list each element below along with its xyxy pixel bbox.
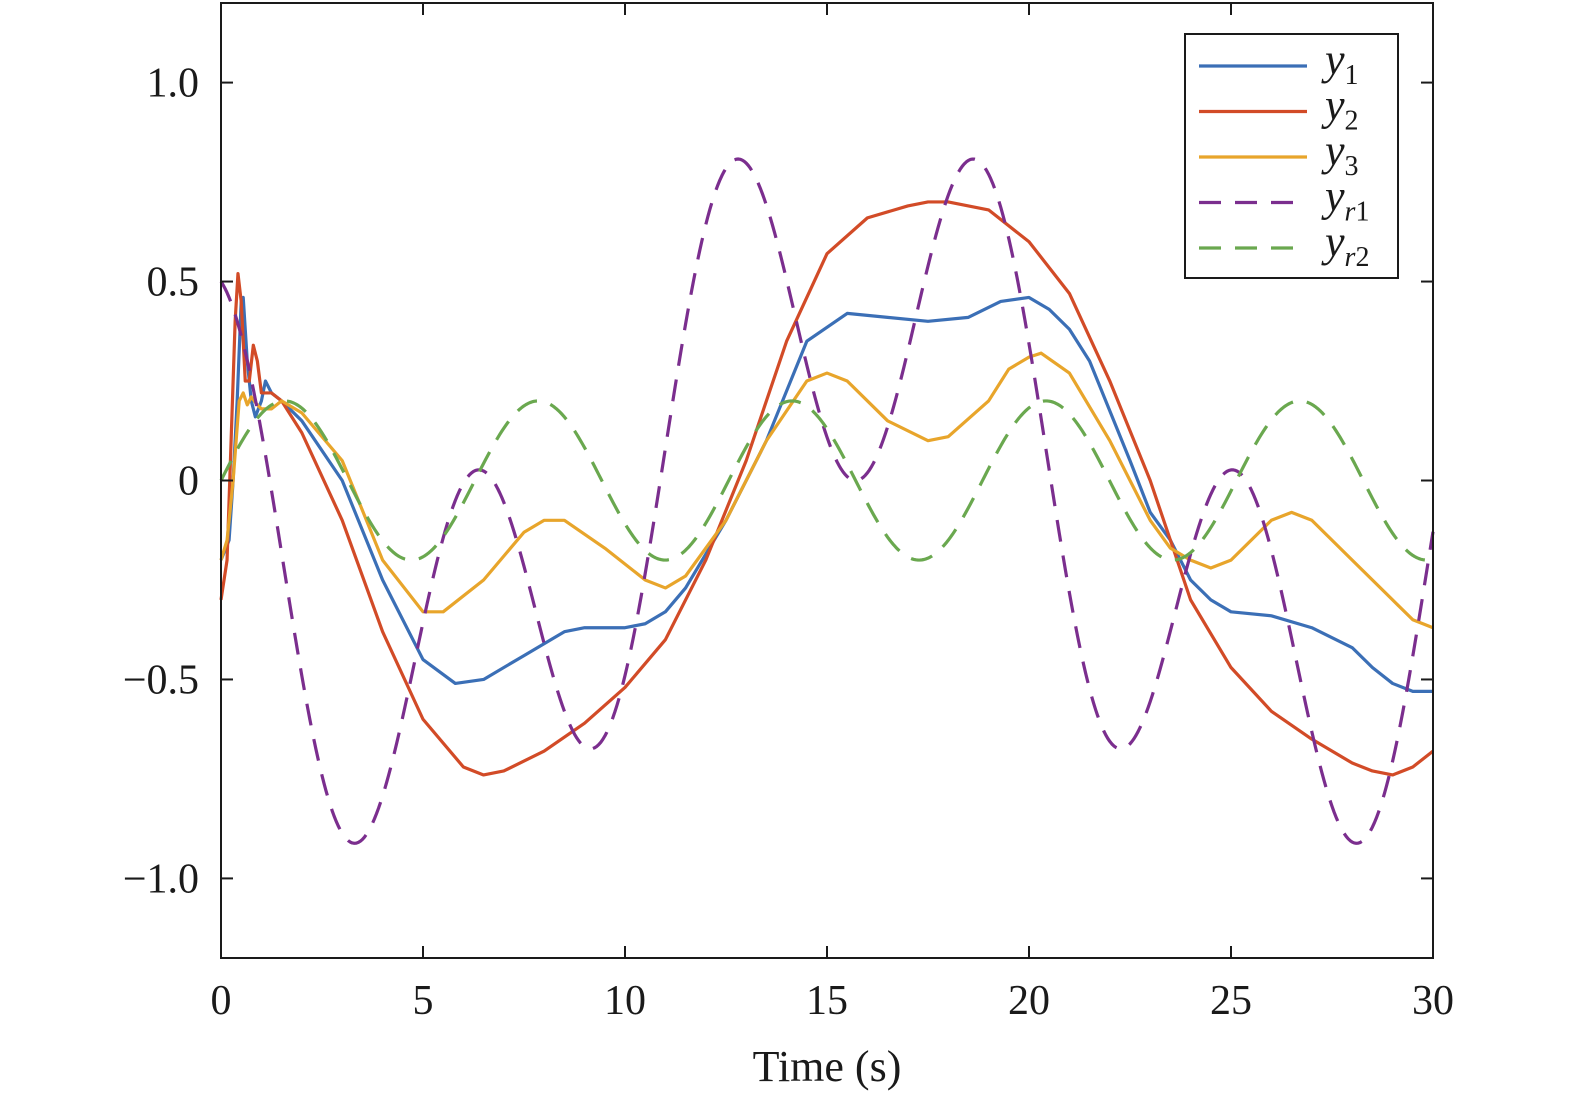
x-tick-label: 30 xyxy=(1412,978,1454,1024)
legend-label-y1: y1 xyxy=(1321,35,1359,91)
legend-label-yr1: yr1 xyxy=(1321,172,1369,228)
legend-label-yr2: yr2 xyxy=(1321,217,1369,273)
plot-lines xyxy=(219,157,1435,845)
x-tick-label: 15 xyxy=(806,978,848,1024)
y-tick-label: 1.0 xyxy=(147,61,200,107)
series-line-y2 xyxy=(219,200,1434,777)
axis-tick-labels: 0 5 10 15 20 25 30 1.0 0.5 0 −0.5 −1.0 xyxy=(123,61,1454,1024)
legend-label-y3: y3 xyxy=(1321,126,1359,182)
y-tick-label: −1.0 xyxy=(123,856,199,902)
series-line-yr2 xyxy=(219,399,1434,562)
x-tick-label: 20 xyxy=(1008,978,1050,1024)
axis-ticks xyxy=(220,3,1434,958)
x-tick-label: 0 xyxy=(211,978,232,1024)
x-axis-label: Time (s) xyxy=(753,1042,902,1091)
series-line-y3 xyxy=(219,351,1434,630)
legend-label-y2: y2 xyxy=(1321,81,1359,137)
y-tick-label: −0.5 xyxy=(123,657,199,703)
x-tick-label: 10 xyxy=(604,978,646,1024)
series-line-yr1 xyxy=(219,157,1435,845)
y-tick-label: 0 xyxy=(178,459,199,505)
y-tick-label: 0.5 xyxy=(147,260,200,306)
series-line-y1 xyxy=(219,295,1433,693)
x-tick-label: 5 xyxy=(413,978,434,1024)
x-tick-label: 25 xyxy=(1210,978,1252,1024)
